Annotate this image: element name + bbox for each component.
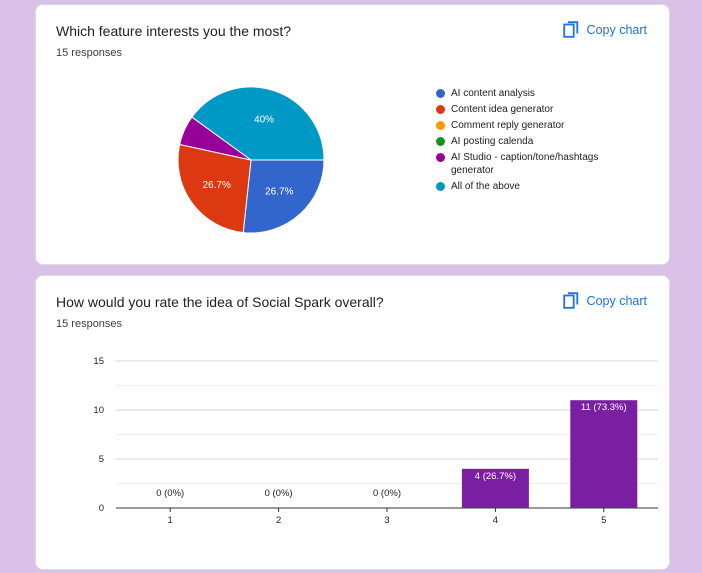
- legend-swatch: [436, 105, 445, 114]
- response-count: 15 responses: [56, 318, 123, 330]
- y-tick-label: 10: [93, 405, 104, 416]
- legend-label: All of the above: [451, 181, 520, 192]
- pie-slice-label: 40%: [254, 115, 274, 126]
- bar: [570, 400, 638, 508]
- legend-item: AI content analysis: [436, 87, 636, 100]
- pie-legend: AI content analysis Content idea generato…: [436, 87, 636, 196]
- legend-label: AI content analysis: [451, 88, 535, 99]
- legend-item: Comment reply generator: [436, 119, 636, 132]
- x-tick-label: 4: [493, 515, 498, 526]
- copy-chart-label: Copy chart: [586, 293, 647, 308]
- legend-item: AI posting calenda: [436, 135, 636, 148]
- copy-chart-button[interactable]: Copy chart: [562, 292, 647, 309]
- x-tick-label: 1: [168, 515, 173, 526]
- bar-value-label: 0 (0%): [265, 488, 293, 499]
- x-tick-label: 3: [384, 515, 389, 526]
- bar-chart: 0 5 10 15 0 (0%) 1 0 (0%) 2 0 (0%) 3 4 (26.7%) 4 11 …: [93, 356, 658, 526]
- legend-item: AI Studio - caption/tone/hashtags genera…: [436, 151, 636, 177]
- bar: [461, 468, 529, 508]
- pie-slice: [242, 159, 325, 234]
- question-title: Which feature interests you the most?: [56, 23, 291, 39]
- response-count: 15 responses: [56, 47, 123, 59]
- legend-item: All of the above: [436, 180, 636, 193]
- copy-chart-button[interactable]: Copy chart: [562, 21, 647, 38]
- y-tick-label: 0: [99, 503, 104, 514]
- copy-chart-label: Copy chart: [586, 22, 647, 37]
- bar-value-label: 11 (73.3%): [581, 402, 627, 413]
- question-card-feature: Which feature interests you the most? 15…: [35, 4, 670, 265]
- x-tick-label: 2: [276, 515, 281, 526]
- question-title: How would you rate the idea of Social Sp…: [56, 294, 384, 310]
- legend-swatch: [436, 153, 445, 162]
- bar-value-label: 4 (26.7%): [475, 471, 516, 482]
- y-tick-label: 5: [99, 454, 104, 465]
- copy-icon: [562, 292, 579, 309]
- legend-item: Content idea generator: [436, 103, 636, 116]
- pie-slice: [191, 86, 325, 161]
- legend-label: Comment reply generator: [451, 120, 565, 131]
- copy-icon: [562, 21, 579, 38]
- pie-slice: [177, 143, 252, 234]
- bar-value-label: 0 (0%): [373, 488, 401, 499]
- pie-chart: 26.7% 26.7% 40%: [177, 86, 325, 234]
- pie-slice-label: 26.7%: [202, 180, 230, 191]
- legend-label: Content idea generator: [451, 104, 554, 115]
- legend-swatch: [436, 89, 445, 98]
- legend-swatch: [436, 182, 445, 191]
- legend-label: AI posting calenda: [451, 136, 534, 147]
- bar-value-label: 0 (0%): [156, 488, 184, 499]
- x-tick-label: 5: [601, 515, 606, 526]
- question-card-rating: How would you rate the idea of Social Sp…: [35, 275, 670, 570]
- legend-swatch: [436, 121, 445, 130]
- legend-label: AI Studio - caption/tone/hashtags genera…: [451, 152, 599, 176]
- legend-swatch: [436, 137, 445, 146]
- pie-slice-label: 26.7%: [265, 186, 293, 197]
- y-tick-label: 15: [93, 356, 104, 367]
